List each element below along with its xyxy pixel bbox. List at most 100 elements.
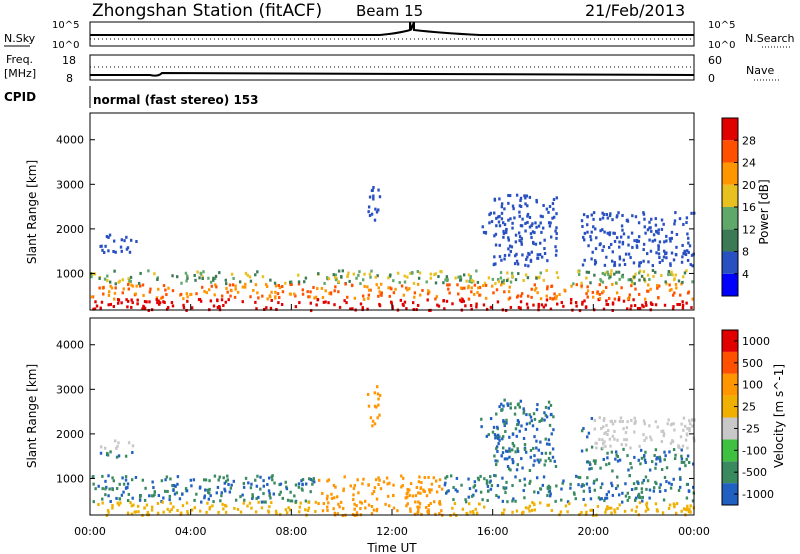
scatter-cell (618, 503, 621, 507)
scatter-cell (618, 245, 621, 249)
scatter-cell (367, 293, 371, 297)
scatter-cell (545, 298, 549, 302)
scatter-cell (504, 486, 508, 490)
scatter-cell (347, 271, 350, 275)
scatter-cell (648, 220, 651, 224)
scatter-cell (643, 279, 647, 283)
scatter-cell (157, 299, 160, 303)
scatter-cell (660, 227, 664, 231)
colorbar-segment (722, 461, 738, 484)
scatter-cell (299, 501, 302, 505)
scatter-cell (225, 286, 228, 290)
scatter-cell (290, 499, 294, 503)
scatter-cell (251, 495, 254, 499)
y-tick-label: 2000 (56, 428, 84, 441)
scatter-cell (274, 509, 278, 513)
scatter-cell (224, 300, 227, 304)
scatter-cell (477, 478, 481, 482)
scatter-cell (609, 242, 613, 246)
scatter-cell (236, 290, 240, 294)
scatter-cell (578, 512, 581, 516)
scatter-cell (225, 282, 228, 286)
scatter-cell (410, 271, 414, 275)
scatter-cell (474, 489, 478, 493)
scatter-cell (561, 481, 564, 485)
scatter-cell (679, 435, 683, 439)
scatter-cell (333, 496, 336, 500)
scatter-cell (621, 275, 625, 279)
scatter-cell (608, 214, 612, 218)
scatter-cell (513, 216, 516, 220)
scatter-cell (633, 304, 637, 308)
scatter-cell (566, 500, 570, 504)
scatter-cell (447, 287, 450, 291)
scatter-cell (437, 304, 441, 308)
scatter-cell (670, 236, 673, 240)
scatter-cell (548, 489, 552, 493)
scatter-cell (403, 280, 407, 284)
scatter-cell (132, 503, 135, 507)
scatter-cell (285, 487, 289, 491)
scatter-cell (405, 504, 408, 508)
scatter-cell (189, 293, 192, 297)
scatter-cell (546, 503, 549, 507)
scatter-cell (622, 299, 626, 303)
scatter-cell (687, 460, 691, 464)
scatter-cell (220, 298, 224, 302)
scatter-cell (554, 499, 557, 503)
scatter-cell (542, 278, 546, 282)
scatter-cell (115, 455, 119, 459)
scatter-cell (520, 457, 523, 461)
scatter-cell (603, 263, 607, 267)
scatter-cell (661, 259, 664, 263)
scatter-cell (213, 293, 216, 297)
scatter-cell (611, 250, 614, 254)
scatter-cell (613, 239, 617, 243)
scatter-cell (673, 277, 676, 281)
scatter-cell (199, 271, 202, 275)
x-tick-label: 16:00 (477, 525, 509, 538)
scatter-cell (325, 497, 329, 501)
scatter-cell (522, 510, 525, 514)
scatter-cell (193, 498, 196, 502)
scatter-cell (482, 284, 485, 288)
scatter-cell (670, 288, 673, 292)
scatter-cell (605, 213, 609, 217)
scatter-cell (198, 509, 202, 513)
scatter-cell (161, 500, 164, 504)
scatter-cell (621, 240, 625, 244)
scatter-cell (445, 275, 449, 279)
scatter-cell (654, 466, 657, 470)
scatter-cell (470, 290, 473, 294)
scatter-cell (239, 495, 242, 499)
scatter-cell (244, 282, 247, 286)
scatter-cell (452, 485, 455, 489)
scatter-cell (514, 406, 517, 410)
scatter-cell (493, 211, 496, 215)
scatter-cell (107, 303, 110, 307)
scatter-cell (483, 281, 487, 285)
scatter-cell (378, 302, 381, 306)
scatter-cell (158, 301, 162, 305)
scatter-cell (544, 413, 547, 417)
scatter-cell (616, 459, 620, 463)
scatter-cell (207, 276, 210, 280)
scatter-cell (508, 296, 512, 300)
scatter-cell (687, 236, 690, 240)
colorbar-segment (722, 229, 738, 252)
scatter-cell (490, 484, 494, 488)
scatter-cell (479, 474, 482, 478)
scatter-cell (166, 489, 169, 493)
scatter-cell (528, 509, 531, 513)
scatter-cell (94, 300, 97, 304)
scatter-cell (586, 289, 590, 293)
scatter-cell (385, 476, 389, 480)
scatter-cell (506, 464, 510, 468)
scatter-cell (587, 431, 591, 435)
scatter-cell (607, 245, 611, 249)
date-label: 21/Feb/2013 (585, 1, 685, 20)
scatter-cell (352, 272, 355, 276)
scatter-cell (362, 477, 365, 481)
